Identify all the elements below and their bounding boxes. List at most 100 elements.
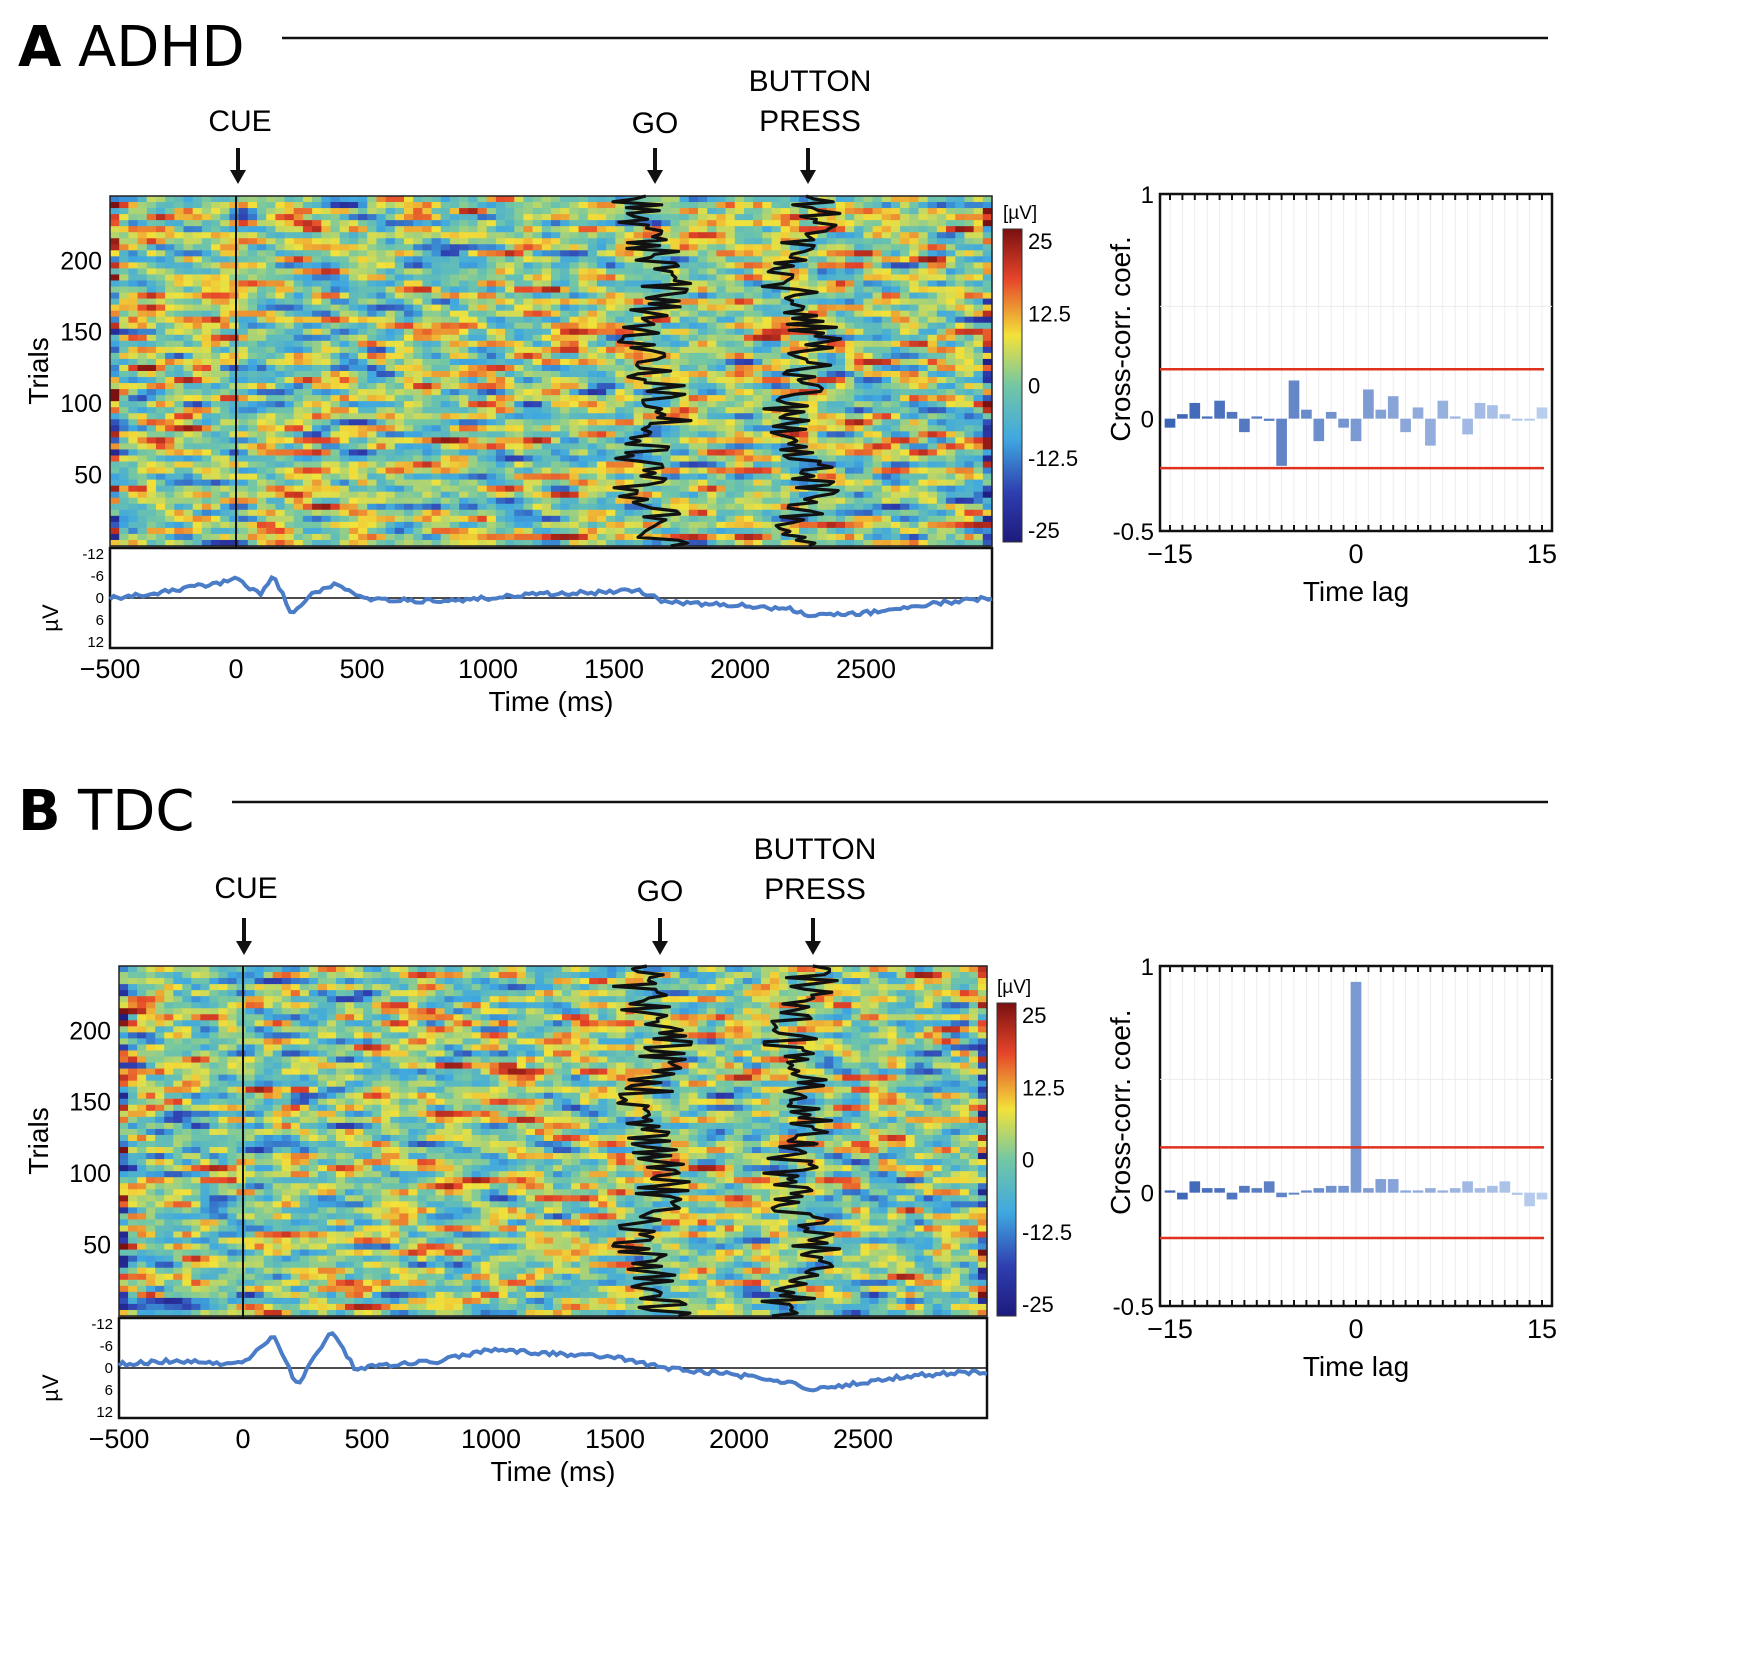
heatmap-cell xyxy=(321,286,332,294)
heatmap-cell xyxy=(606,491,616,499)
heatmap-cell xyxy=(890,346,901,354)
heatmap-cell xyxy=(560,220,570,227)
heatmap-cell xyxy=(578,202,589,209)
heatmap-cell xyxy=(110,274,120,282)
heatmap-cell xyxy=(367,473,378,481)
heatmap-cell xyxy=(826,358,837,366)
heatmap-cell xyxy=(973,256,984,263)
heatmap-cell xyxy=(339,461,350,469)
heatmap-cell xyxy=(808,383,819,390)
heatmap-cell xyxy=(348,340,359,348)
heatmap-cell xyxy=(422,497,433,505)
heatmap-cell xyxy=(762,226,773,233)
heatmap-cell xyxy=(753,208,763,215)
heatmap-cell xyxy=(422,214,433,221)
heatmap-cell xyxy=(909,431,920,438)
heatmap-cell xyxy=(826,256,837,263)
heatmap-cell xyxy=(587,226,598,233)
heatmap-cell xyxy=(716,226,727,233)
heatmap-cell xyxy=(339,202,350,209)
heatmap-cell xyxy=(946,238,956,245)
heatmap-cell xyxy=(284,419,295,426)
heatmap-cell xyxy=(431,316,442,324)
heatmap-cell xyxy=(266,244,276,251)
heatmap-cell xyxy=(900,220,910,227)
heatmap-cell xyxy=(541,449,552,457)
heatmap-cell xyxy=(872,304,883,312)
heatmap-cell xyxy=(312,322,322,330)
heatmap-cell xyxy=(110,322,120,330)
heatmap-cell xyxy=(330,503,341,511)
heatmap-cell xyxy=(302,196,313,203)
heatmap-cell xyxy=(211,407,221,414)
heatmap-cell xyxy=(964,238,975,245)
heatmap-cell xyxy=(771,401,782,408)
heatmap-cell xyxy=(560,352,570,360)
heatmap-cell xyxy=(799,479,809,487)
heatmap-cell xyxy=(936,479,947,487)
heatmap-cell xyxy=(394,407,405,414)
heatmap-cell xyxy=(698,262,708,270)
heatmap-cell xyxy=(936,196,947,203)
heatmap-cell xyxy=(128,232,139,239)
heatmap-cell xyxy=(495,256,506,263)
heatmap-cell xyxy=(523,208,534,215)
heatmap-cell xyxy=(211,401,221,408)
heatmap-cell xyxy=(486,214,497,221)
heatmap-cell xyxy=(587,298,598,306)
heatmap-cell xyxy=(743,437,754,445)
heatmap-cell xyxy=(404,407,414,414)
heatmap-cell xyxy=(257,220,267,227)
heatmap-cell xyxy=(569,328,580,336)
heatmap-cell xyxy=(110,479,120,487)
heatmap-cell xyxy=(909,346,920,354)
heatmap-cell xyxy=(275,220,286,227)
heatmap-cell xyxy=(440,328,451,336)
heatmap-cell xyxy=(367,304,378,312)
heatmap-cell xyxy=(688,304,699,312)
heatmap-cell xyxy=(440,377,451,384)
heatmap-cell xyxy=(716,316,727,324)
heatmap-cell xyxy=(358,208,368,215)
heatmap-cell xyxy=(826,280,837,288)
heatmap-cell xyxy=(440,214,451,221)
heatmap-cell xyxy=(128,479,139,487)
heatmap-cell xyxy=(284,220,295,227)
heatmap-cell xyxy=(339,298,350,306)
heatmap-cell xyxy=(312,491,322,499)
heatmap-cell xyxy=(211,358,221,366)
heatmap-cell xyxy=(468,256,479,263)
heatmap-cell xyxy=(284,413,295,420)
heatmap-cell xyxy=(624,250,635,257)
heatmap-cell xyxy=(211,202,221,209)
heatmap-cell xyxy=(321,298,332,306)
heatmap-cell xyxy=(551,352,561,360)
heatmap-cell xyxy=(155,479,166,487)
heatmap-cell xyxy=(312,262,322,270)
heatmap-cell xyxy=(596,262,607,270)
heatmap-cell xyxy=(845,280,855,288)
heatmap-cell xyxy=(468,358,479,366)
heatmap-cell xyxy=(330,250,341,257)
heatmap-cell xyxy=(973,262,984,270)
heatmap-cell xyxy=(716,358,727,366)
heatmap-cell xyxy=(964,383,975,390)
heatmap-cell xyxy=(596,443,607,451)
heatmap-cell xyxy=(652,497,662,505)
heatmap-cell xyxy=(587,202,598,209)
heatmap-cell xyxy=(725,226,736,233)
heatmap-cell xyxy=(854,455,864,463)
heatmap-cell xyxy=(238,328,249,336)
heatmap-cell xyxy=(358,226,368,233)
heatmap-cell xyxy=(900,286,910,294)
heatmap-cell xyxy=(909,334,920,342)
heatmap-cell xyxy=(707,328,717,336)
heatmap-cell xyxy=(312,214,322,221)
heatmap-cell xyxy=(863,346,874,354)
heatmap-cell xyxy=(238,340,249,348)
heatmap-cell xyxy=(743,220,754,227)
heatmap-cell xyxy=(808,334,819,342)
heatmap-cell xyxy=(247,292,258,300)
heatmap-cell xyxy=(459,214,469,221)
heatmap-cell xyxy=(936,244,947,251)
